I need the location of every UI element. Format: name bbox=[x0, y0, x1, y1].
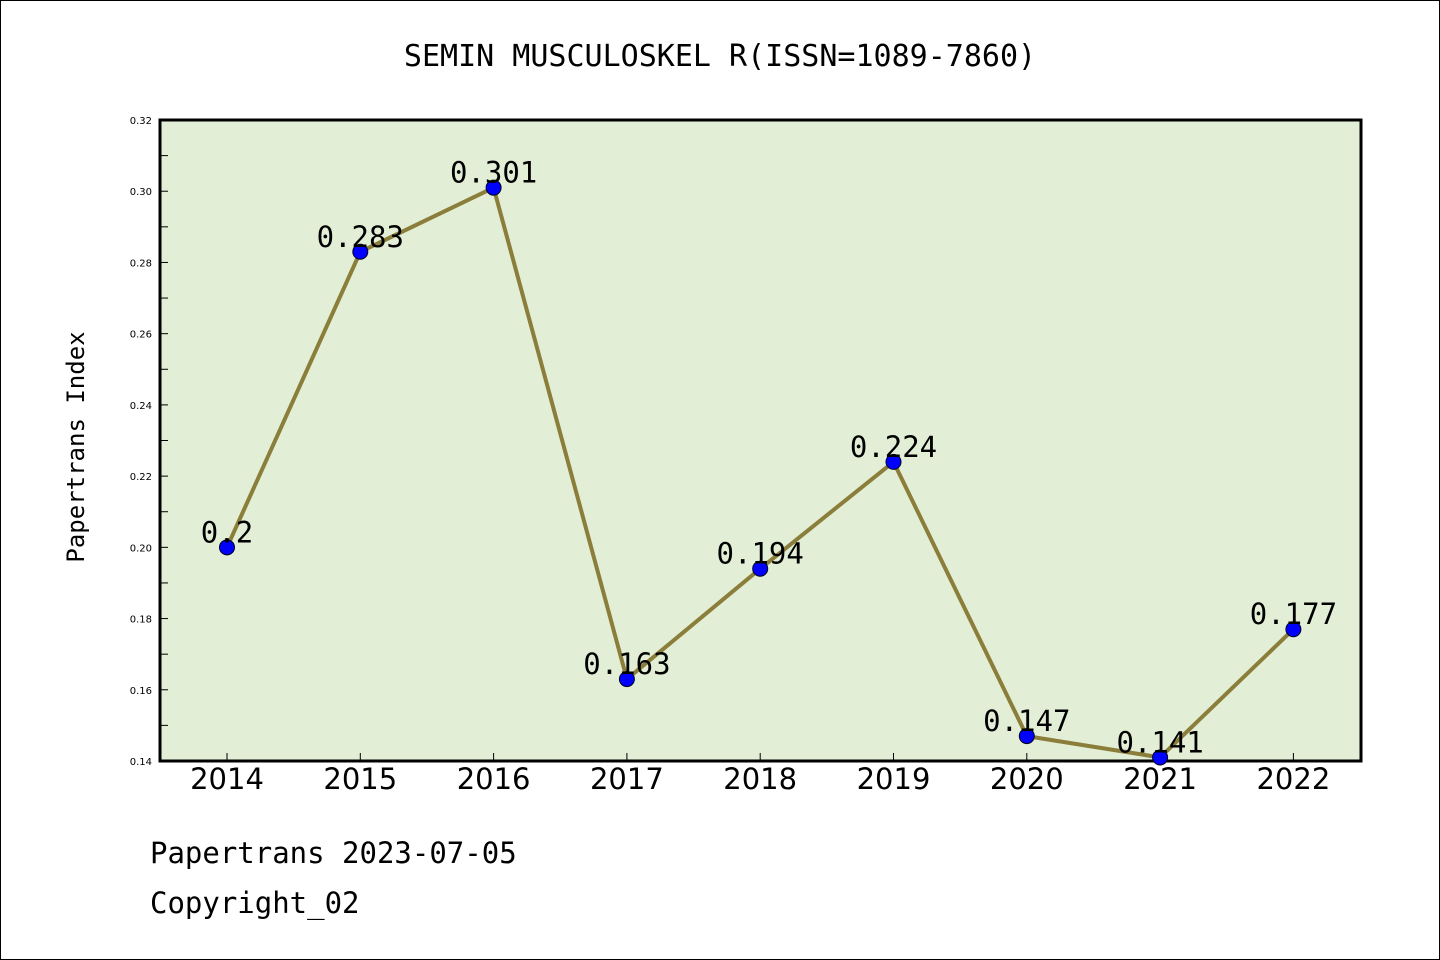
y-tick-label: 0.32 bbox=[130, 116, 152, 127]
data-label: 0.163 bbox=[583, 647, 670, 681]
x-tick-label: 2015 bbox=[323, 762, 397, 796]
x-tick-label: 2014 bbox=[190, 762, 264, 796]
y-tick-label: 0.30 bbox=[130, 187, 152, 198]
x-tick-label: 2020 bbox=[990, 762, 1064, 796]
x-tick-label: 2016 bbox=[457, 762, 531, 796]
y-axis-label: Papertrans Index bbox=[62, 331, 90, 562]
data-label: 0.194 bbox=[717, 537, 804, 571]
data-label: 0.301 bbox=[450, 156, 537, 190]
chart-title: SEMIN MUSCULOSKEL R(ISSN=1089-7860) bbox=[404, 39, 1036, 74]
data-point bbox=[352, 243, 369, 260]
data-label: 0.2 bbox=[201, 515, 253, 549]
y-tick-label: 0.24 bbox=[130, 401, 152, 412]
x-tick-label: 2018 bbox=[723, 762, 797, 796]
series-layer: 0.2 0.283 0.301 0.163 0.194 0.224 0.147 0.141 0.… bbox=[201, 156, 1337, 766]
footer-copyright-line: Copyright_02 bbox=[150, 886, 360, 920]
data-label: 0.224 bbox=[850, 430, 937, 464]
data-point bbox=[1018, 728, 1035, 745]
data-point bbox=[618, 671, 635, 688]
x-tick-label: 2019 bbox=[857, 762, 931, 796]
data-label: 0.283 bbox=[317, 220, 404, 254]
y-tick-label: 0.14 bbox=[130, 757, 152, 768]
y-axis-ticks: 0.14 0.16 0.18 0.20 0.22 0.24 0.26 0.28 0.30 0.32 bbox=[130, 116, 168, 768]
y-tick-label: 0.28 bbox=[130, 258, 152, 269]
data-point bbox=[1285, 621, 1302, 638]
data-point bbox=[885, 453, 902, 470]
data-label: 0.177 bbox=[1250, 597, 1337, 631]
y-tick-label: 0.26 bbox=[130, 330, 152, 341]
data-label: 0.147 bbox=[983, 704, 1070, 738]
y-tick-label: 0.18 bbox=[130, 615, 152, 626]
y-tick-label: 0.22 bbox=[130, 472, 152, 483]
data-point bbox=[485, 179, 502, 196]
data-point bbox=[752, 560, 769, 577]
x-tick-label: 2017 bbox=[590, 762, 664, 796]
data-label: 0.141 bbox=[1116, 725, 1203, 759]
y-tick-label: 0.16 bbox=[130, 686, 152, 697]
plot-area bbox=[158, 118, 1363, 763]
x-axis-ticks: 2014 2015 2016 2017 2018 2019 2020 2021 2022 bbox=[190, 753, 1330, 796]
x-tick-label: 2022 bbox=[1256, 762, 1330, 796]
footer-date-line: Papertrans 2023-07-05 bbox=[150, 836, 517, 870]
x-tick-label: 2021 bbox=[1123, 762, 1197, 796]
y-tick-label: 0.20 bbox=[130, 543, 152, 554]
data-point bbox=[1152, 749, 1169, 766]
data-point bbox=[219, 539, 235, 556]
